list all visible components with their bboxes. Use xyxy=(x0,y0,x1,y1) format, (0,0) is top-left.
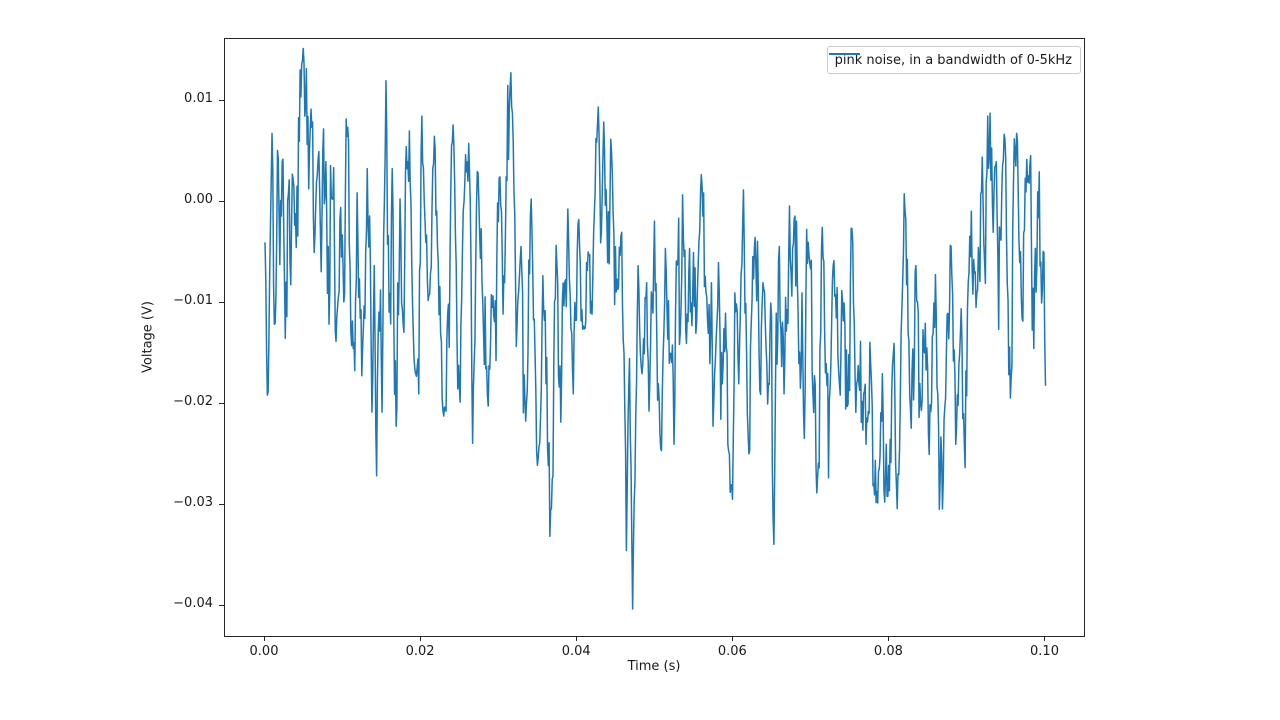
plot-area: pink noise, in a bandwidth of 0-5kHz xyxy=(224,38,1085,637)
y-tick-mark xyxy=(219,402,224,404)
x-tick-mark xyxy=(419,636,421,641)
y-tick-label: −0.02 xyxy=(173,394,213,409)
x-tick-label: 0.08 xyxy=(873,644,903,659)
x-tick-label: 0.10 xyxy=(1030,644,1059,659)
y-tick-label: 0.00 xyxy=(184,192,213,207)
y-tick-mark xyxy=(219,200,224,202)
legend-label: pink noise, in a bandwidth of 0-5kHz xyxy=(834,52,1072,68)
pink-noise-line xyxy=(264,47,1047,610)
y-tick-mark xyxy=(219,301,224,303)
x-tick-label: 0.04 xyxy=(561,644,591,659)
x-tick-label: 0.02 xyxy=(405,644,435,659)
x-tick-label: 0.06 xyxy=(717,644,747,659)
legend: pink noise, in a bandwidth of 0-5kHz xyxy=(826,46,1081,74)
x-tick-mark xyxy=(575,636,577,641)
y-tick-mark xyxy=(219,604,224,606)
legend-line-swatch xyxy=(828,53,860,55)
x-tick-mark xyxy=(1044,636,1045,641)
x-tick-label: 0.00 xyxy=(249,644,279,659)
y-tick-label: −0.03 xyxy=(173,495,213,510)
x-tick-mark xyxy=(731,636,733,641)
x-tick-mark xyxy=(887,636,889,641)
y-tick-label: −0.04 xyxy=(173,596,213,611)
x-tick-mark xyxy=(263,636,265,641)
x-axis-label: Time (s) xyxy=(627,659,681,674)
y-tick-mark xyxy=(219,503,224,505)
signal-plot-svg xyxy=(264,47,1047,610)
y-tick-label: 0.01 xyxy=(184,91,213,106)
y-tick-label: −0.01 xyxy=(173,293,213,308)
y-tick-mark xyxy=(219,99,224,101)
y-axis-label: Voltage (V) xyxy=(140,301,156,373)
